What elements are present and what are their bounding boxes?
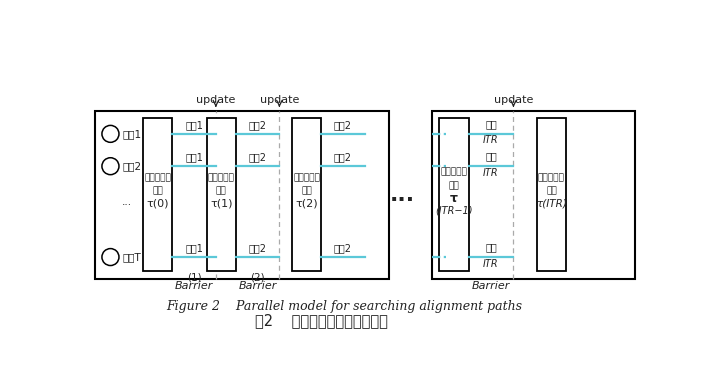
Text: Barrier: Barrier (239, 281, 277, 291)
Text: ITR: ITR (484, 258, 499, 268)
Bar (207, 118, 236, 271)
Text: 进化: 进化 (485, 119, 497, 129)
Text: 信息素矩阵: 信息素矩阵 (538, 173, 565, 182)
Bar (292, 118, 321, 271)
Text: 矩阵: 矩阵 (301, 186, 312, 195)
Bar (537, 118, 566, 271)
Text: 图2    搜索比对路径并行化模型: 图2 搜索比对路径并行化模型 (255, 313, 388, 328)
Circle shape (102, 158, 119, 175)
Text: ...: ... (122, 197, 132, 207)
Text: 进化2: 进化2 (334, 120, 352, 130)
Text: 矩阵: 矩阵 (216, 186, 226, 195)
Text: τ: τ (449, 192, 458, 205)
Text: update: update (260, 95, 299, 105)
Text: ITR: ITR (484, 136, 499, 146)
Text: 进化2: 进化2 (248, 243, 267, 253)
Text: 进化1: 进化1 (185, 243, 203, 253)
Text: update: update (196, 95, 236, 105)
Circle shape (102, 126, 119, 142)
Text: τ(1): τ(1) (210, 199, 233, 209)
Text: 线程T: 线程T (122, 252, 141, 262)
Bar (439, 118, 469, 271)
Text: 信息素矩阵: 信息素矩阵 (144, 173, 171, 182)
Bar (432, 111, 635, 279)
Bar (143, 118, 173, 271)
Text: (2): (2) (251, 272, 265, 282)
Text: 进化2: 进化2 (334, 243, 352, 253)
Text: 信息素矩阵: 信息素矩阵 (293, 173, 320, 182)
Text: ...: ... (390, 185, 415, 205)
Text: 进化: 进化 (485, 242, 497, 252)
Text: 进化1: 进化1 (185, 152, 203, 162)
Text: Figure 2    Parallel model for searching alignment paths: Figure 2 Parallel model for searching al… (167, 300, 523, 313)
Text: 矩阵: 矩阵 (449, 181, 459, 190)
Text: 信息素矩阵: 信息素矩阵 (208, 173, 235, 182)
Text: 进化: 进化 (485, 152, 497, 162)
Text: 进化1: 进化1 (185, 120, 203, 130)
Text: 进化2: 进化2 (248, 152, 267, 162)
Text: 进化2: 进化2 (334, 152, 352, 162)
Text: 矩阵: 矩阵 (153, 186, 163, 195)
Text: 信息素矩阵: 信息素矩阵 (440, 167, 467, 176)
Text: update: update (493, 95, 533, 105)
Text: τ(0): τ(0) (146, 199, 169, 209)
Circle shape (102, 248, 119, 265)
Text: (1): (1) (187, 272, 202, 282)
Text: τ(ITR): τ(ITR) (536, 199, 567, 209)
Text: Barrier: Barrier (175, 281, 213, 291)
Text: ITR: ITR (484, 168, 499, 178)
Text: Barrier: Barrier (471, 281, 510, 291)
Bar (95, 111, 390, 279)
Text: 矩阵: 矩阵 (546, 186, 557, 195)
Text: 线程2: 线程2 (122, 161, 141, 171)
Text: 线程1: 线程1 (122, 129, 141, 139)
Text: 进化2: 进化2 (248, 120, 267, 130)
Text: (ITR−1): (ITR−1) (435, 205, 473, 215)
Text: τ(2): τ(2) (295, 199, 318, 209)
